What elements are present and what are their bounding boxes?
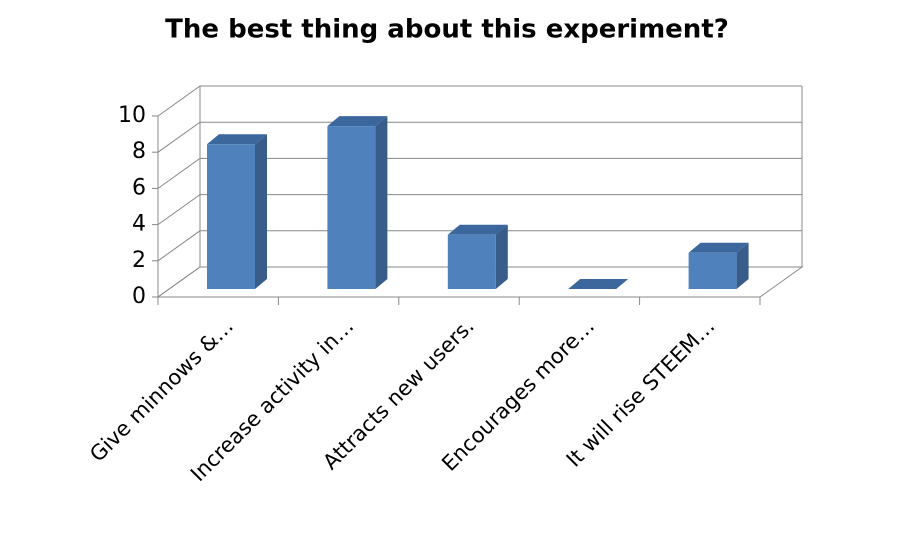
grid-line bbox=[157, 194, 802, 226]
bar-face bbox=[447, 234, 496, 289]
grid-line bbox=[157, 121, 802, 153]
bar-face bbox=[207, 144, 255, 289]
bar-face bbox=[327, 116, 388, 127]
chart-title: The best thing about this experiment? bbox=[165, 15, 729, 45]
bar-face bbox=[688, 252, 737, 289]
grid-line bbox=[157, 266, 802, 298]
grid-line bbox=[157, 230, 802, 262]
bar-face bbox=[375, 116, 388, 289]
bar-face bbox=[688, 242, 749, 253]
bar-face bbox=[568, 279, 629, 289]
bar bbox=[447, 224, 508, 289]
bar-face bbox=[255, 134, 267, 289]
bar-face bbox=[736, 242, 749, 289]
y-tick-label: 4 bbox=[132, 212, 146, 237]
bar-face bbox=[495, 224, 508, 289]
y-tick-label: 10 bbox=[118, 103, 146, 128]
y-tick-label: 0 bbox=[132, 284, 146, 309]
grid-line bbox=[157, 85, 802, 117]
bar bbox=[568, 279, 629, 289]
bar-face bbox=[447, 224, 508, 235]
bar-face bbox=[207, 134, 267, 145]
y-tick-label: 8 bbox=[132, 139, 146, 164]
grid-line bbox=[157, 157, 802, 189]
bar bbox=[207, 134, 267, 289]
y-tick-label: 6 bbox=[132, 175, 146, 200]
bar bbox=[688, 242, 749, 289]
y-tick-label: 2 bbox=[132, 248, 146, 273]
bar-face bbox=[327, 126, 376, 289]
bar bbox=[327, 116, 388, 289]
